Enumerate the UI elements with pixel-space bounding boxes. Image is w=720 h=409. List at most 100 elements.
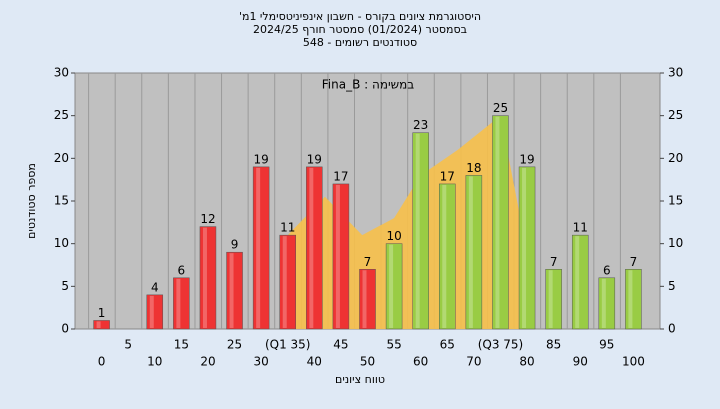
value-label: 1 [98, 306, 106, 320]
x-tick-label: 55 [386, 338, 401, 352]
value-label: 11 [280, 221, 295, 235]
bar [199, 226, 217, 330]
bar [545, 269, 562, 330]
x-tick-label: 95 [599, 338, 614, 352]
value-label: 7 [364, 255, 372, 269]
y2-tick-label: 5 [668, 279, 676, 293]
x-tick-label: 0 [98, 355, 106, 369]
value-label: 19 [253, 152, 268, 166]
bar [492, 115, 509, 330]
bar-highlight [96, 321, 101, 328]
bar [625, 269, 642, 330]
value-label: 19 [519, 152, 534, 166]
x-tick-label: 80 [519, 355, 534, 369]
y-tick-label: 10 [54, 236, 69, 250]
y-tick-label: 25 [54, 108, 69, 122]
bar-highlight [601, 278, 606, 328]
bar-highlight [522, 167, 527, 328]
bar-highlight [495, 116, 500, 329]
bar-highlight [575, 236, 580, 328]
x-tick-label: 40 [307, 355, 322, 369]
bar-highlight [309, 167, 314, 328]
bar [226, 251, 243, 330]
bar-highlight [229, 253, 234, 328]
y2-tick-label: 20 [668, 151, 683, 165]
x-tick-label: 10 [147, 355, 162, 369]
bar [465, 175, 483, 330]
y-tick-label: 30 [54, 66, 69, 80]
y2-tick-label: 25 [668, 108, 683, 122]
bar [518, 166, 536, 330]
x-tick-label: 50 [360, 355, 375, 369]
x-tick-label: 15 [174, 338, 189, 352]
x-tick-label: 85 [546, 338, 561, 352]
chart-subtitle: סטודנטים רשומים - 548 [303, 36, 417, 49]
bar [252, 166, 270, 330]
bar-highlight [256, 167, 261, 328]
value-label: 6 [603, 263, 611, 277]
bar [571, 234, 589, 330]
bar-highlight [176, 278, 181, 328]
x-tick-label: 90 [573, 355, 588, 369]
x-axis-label: טווח ציונים [335, 373, 385, 386]
x-tick-label: 25 [227, 338, 242, 352]
y-tick-label: 5 [61, 279, 69, 293]
bar-highlight [335, 184, 340, 328]
bar [359, 269, 376, 330]
y2-tick-label: 30 [668, 66, 683, 80]
bar [385, 243, 403, 330]
y2-tick-label: 0 [668, 322, 676, 336]
bar-highlight [415, 133, 420, 328]
y2-tick-label: 10 [668, 236, 683, 250]
bar-highlight [548, 270, 553, 328]
value-label: 4 [151, 280, 159, 294]
value-label: 10 [386, 229, 401, 243]
bar [332, 183, 350, 330]
x-tick-label: (Q3 75) [478, 338, 524, 352]
value-label: 18 [466, 161, 481, 175]
y-tick-label: 15 [54, 194, 69, 208]
value-label: 17 [333, 169, 348, 183]
x-tick-label: (Q1 35) [265, 338, 311, 352]
bar [412, 132, 429, 330]
bar-highlight [442, 184, 447, 328]
x-tick-label: 100 [622, 355, 645, 369]
bar-highlight [468, 176, 473, 328]
value-label: 12 [200, 212, 215, 226]
bar-highlight [628, 270, 633, 328]
x-tick-label: 65 [440, 338, 455, 352]
x-tick-label: 45 [333, 338, 348, 352]
x-tick-label: 5 [124, 338, 132, 352]
y2-tick-label: 15 [668, 194, 683, 208]
x-tick-label: 60 [413, 355, 428, 369]
value-label: 17 [440, 169, 455, 183]
y-tick-label: 0 [61, 322, 69, 336]
bar [279, 234, 296, 330]
value-label: 19 [307, 152, 322, 166]
bar-highlight [149, 295, 154, 328]
bar-highlight [282, 236, 287, 328]
value-label: 9 [231, 238, 239, 252]
bar [598, 277, 616, 330]
bar [439, 183, 456, 330]
chart-title: היסטוגרמת ציונים בקורס - חשבון אינפיניטס… [239, 10, 481, 23]
bar [306, 166, 323, 330]
value-label: 23 [413, 118, 428, 132]
bar-highlight [202, 227, 207, 328]
x-tick-label: 70 [466, 355, 481, 369]
value-label: 7 [630, 255, 638, 269]
y-axis-label: מספר סטודנטים [25, 163, 38, 239]
value-label: 25 [493, 101, 508, 115]
annotation: במשימה : Fina_B [322, 78, 415, 92]
bar-highlight [362, 270, 367, 328]
value-label: 7 [550, 255, 558, 269]
bar [93, 320, 110, 330]
value-label: 6 [178, 263, 186, 277]
value-label: 11 [573, 221, 588, 235]
bar [173, 277, 190, 330]
x-tick-label: 30 [253, 355, 268, 369]
chart-subtitle: בסמסטר (01/2024) סמסטר חורף 2024/25 [253, 23, 467, 36]
x-tick-label: 20 [200, 355, 215, 369]
bar-highlight [389, 244, 394, 328]
